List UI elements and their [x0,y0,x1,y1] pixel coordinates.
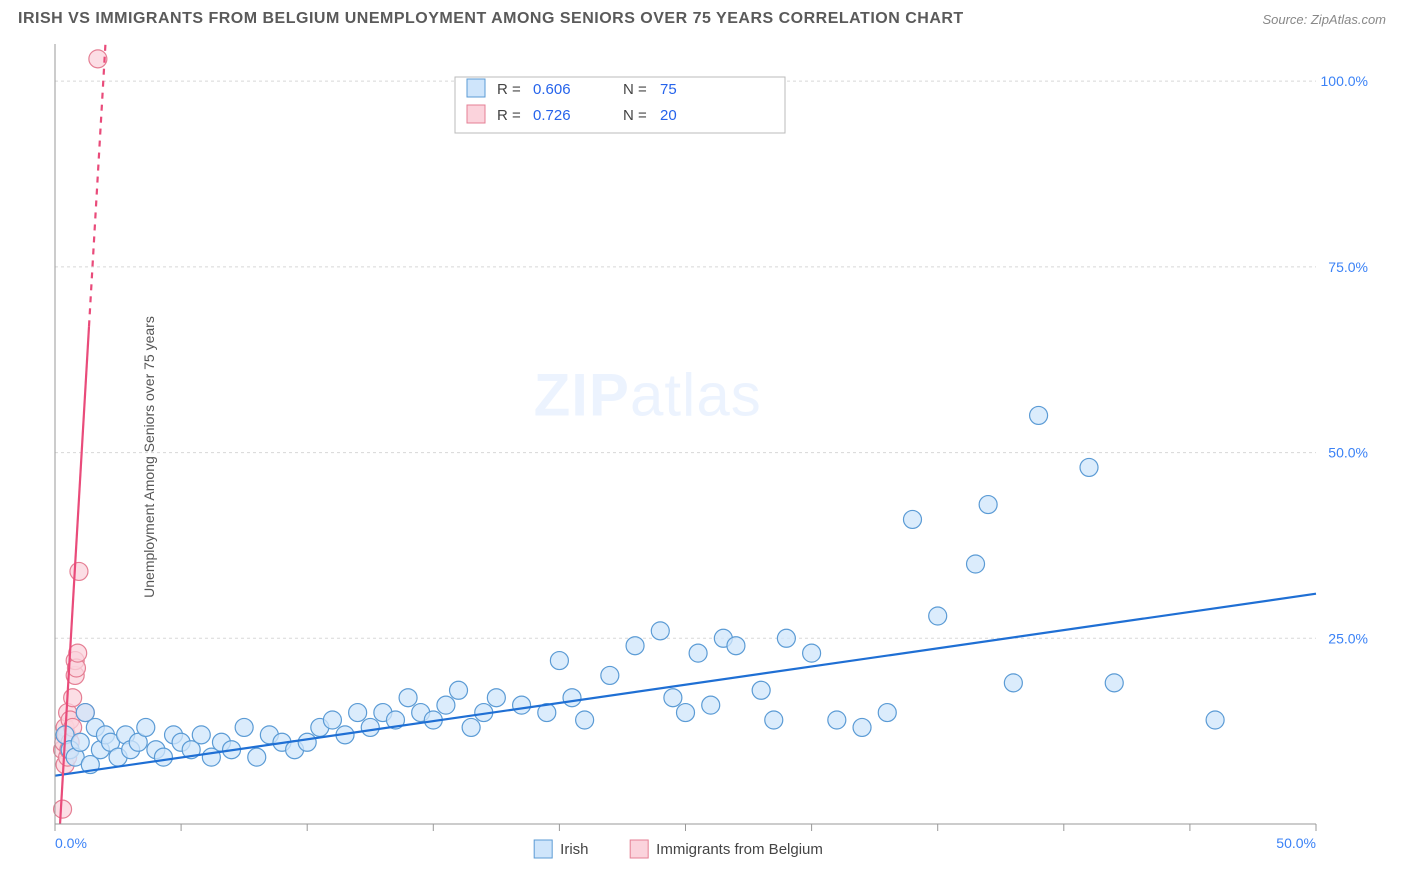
data-point [1206,711,1224,729]
watermark: ZIPatlas [534,361,762,428]
legend-n-value: 20 [660,107,677,124]
data-point [513,696,531,714]
y-tick-label: 75.0% [1328,259,1368,275]
legend-r-value: 0.606 [533,81,571,98]
legend-swatch [467,105,485,123]
y-axis-label: Unemployment Among Seniors over 75 years [141,316,157,598]
data-point [235,718,253,736]
data-point [626,637,644,655]
data-point [803,644,821,662]
data-point [154,748,172,766]
legend-swatch [534,840,552,858]
data-point [702,696,720,714]
data-point [323,711,341,729]
legend-label: Irish [560,841,588,858]
y-tick-label: 100.0% [1321,73,1368,89]
data-point [70,562,88,580]
data-point [979,496,997,514]
title-bar: IRISH VS IMMIGRANTS FROM BELGIUM UNEMPLO… [0,0,1406,32]
data-point [1105,674,1123,692]
legend-r-value: 0.726 [533,107,571,124]
data-point [54,800,72,818]
data-point [487,689,505,707]
data-point [677,704,695,722]
data-point [651,622,669,640]
chart-area: Unemployment Among Seniors over 75 years… [0,32,1406,882]
legend-swatch [630,840,648,858]
data-point [828,711,846,729]
data-point [727,637,745,655]
data-point [563,689,581,707]
y-tick-label: 50.0% [1328,445,1368,461]
data-point [689,644,707,662]
legend-n-label: N = [623,81,647,98]
data-point [967,555,985,573]
data-point [1080,458,1098,476]
data-point [777,629,795,647]
x-tick-label: 50.0% [1276,835,1316,851]
trend-line-dashed [89,44,105,326]
source-credit: Source: ZipAtlas.com [1262,12,1386,27]
legend-label: Immigrants from Belgium [656,841,823,858]
data-point [853,718,871,736]
legend-n-value: 75 [660,81,677,98]
data-point [601,666,619,684]
data-point [349,704,367,722]
legend-n-label: N = [623,107,647,124]
data-point [1004,674,1022,692]
legend-r-label: R = [497,107,521,124]
data-point [576,711,594,729]
data-point [361,718,379,736]
data-point [137,718,155,736]
data-point [752,681,770,699]
data-point [437,696,455,714]
data-point [248,748,266,766]
y-tick-label: 25.0% [1328,630,1368,646]
data-point [903,510,921,528]
data-point [192,726,210,744]
data-point [664,689,682,707]
x-tick-label: 0.0% [55,835,87,851]
data-point [929,607,947,625]
trend-line [55,594,1316,776]
data-point [462,718,480,736]
legend-swatch [467,79,485,97]
data-point [399,689,417,707]
data-point [1030,406,1048,424]
scatter-chart-svg: ZIPatlas 0.0% 50.0% 25.0% 50.0% 75.0% 100.0% R … [0,32,1406,882]
data-point [550,652,568,670]
data-point [765,711,783,729]
data-point [71,733,89,751]
data-point [450,681,468,699]
data-point [298,733,316,751]
data-point [878,704,896,722]
legend-r-label: R = [497,81,521,98]
chart-title: IRISH VS IMMIGRANTS FROM BELGIUM UNEMPLO… [18,10,964,28]
